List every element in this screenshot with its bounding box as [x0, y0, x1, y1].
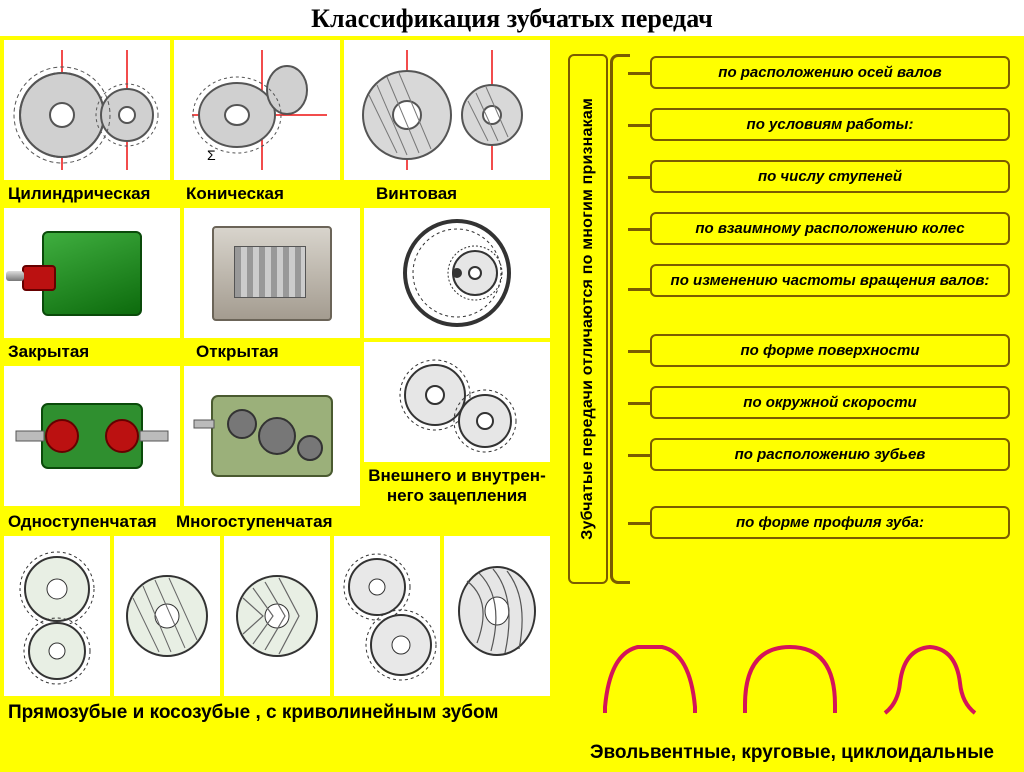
label-multi: Многоступенчатая: [176, 512, 333, 532]
cell-internal: [364, 208, 550, 338]
cat-speed-change: по изменению частоты вращения валов:: [650, 264, 1010, 297]
page-title: Классификация зубчатых передач: [0, 0, 1024, 36]
spur-gears-icon: [7, 541, 107, 691]
profiles-caption: Эвольвентные, круговые, циклоидальные: [560, 742, 1024, 764]
cat-conditions: по условиям работы:: [650, 108, 1010, 141]
cell-open: [184, 208, 360, 338]
label-open: Открытая: [196, 342, 279, 362]
profile-involute-icon: [590, 633, 710, 723]
gear-internal-icon: [387, 213, 527, 333]
gear-external-pair-icon: [387, 347, 527, 457]
connector-8: [628, 454, 650, 457]
right-panel: Зубчатые передачи отличаются по многим п…: [560, 36, 1024, 772]
cell-spur: [4, 536, 110, 696]
cat-profile: по форме профиля зуба:: [650, 506, 1010, 539]
cell-cylindrical: [4, 40, 170, 180]
cell-single-stage: [4, 366, 180, 506]
cell-helical: [344, 40, 550, 180]
gearbox-single-icon: [12, 376, 172, 496]
connector-3: [628, 176, 650, 179]
cell-multi-stage: [184, 366, 360, 506]
helical-gears-icon: [117, 541, 217, 691]
cat-circumferential: по окружной скорости: [650, 386, 1010, 419]
gear-bevel-icon: Σ: [177, 45, 337, 175]
gearbox-open-icon: [212, 226, 332, 321]
label-helical: Винтовая: [376, 184, 457, 204]
svg-text:Σ: Σ: [207, 147, 216, 163]
vertical-header-text: Зубчатые передачи отличаются по многим п…: [579, 98, 597, 540]
connector-4: [628, 228, 650, 231]
page-root: Классификация зубчатых передач: [0, 0, 1024, 768]
connector-9: [628, 522, 650, 525]
profile-circular-icon: [730, 633, 850, 723]
cell-mesh-pair: [364, 342, 550, 462]
gearbox-closed-icon: [42, 231, 142, 316]
cell-helical-pair: [114, 536, 220, 696]
profile-row: [580, 628, 1000, 728]
main-layout: Σ: [0, 36, 1024, 772]
label-closed: Закрытая: [8, 342, 89, 362]
profile-cycloidal-icon: [870, 633, 990, 723]
connector-2: [628, 124, 650, 127]
herringbone-gears-icon: [227, 541, 327, 691]
cat-surface: по форме поверхности: [650, 334, 1010, 367]
connector-1: [628, 72, 650, 75]
cell-spiral-bevel: [444, 536, 550, 696]
connector-7: [628, 402, 650, 405]
label-row4-caption: Прямозубые и косозубые , с криволинейным…: [8, 702, 548, 724]
cat-arrangement: по взаимному расположению колес: [650, 212, 1010, 245]
label-cylindrical: Цилиндрическая: [8, 184, 150, 204]
connector-6: [628, 350, 650, 353]
connector-5: [628, 288, 650, 291]
gear-helical-icon: [347, 45, 547, 175]
label-single: Одноступенчатая: [8, 512, 157, 532]
gear-cylindrical-icon: [7, 45, 167, 175]
cell-spur-pair: [334, 536, 440, 696]
cell-bevel: Σ: [174, 40, 340, 180]
spiral-bevel-icon: [447, 541, 547, 691]
bracket-icon: [610, 54, 630, 584]
gearbox-multi-icon: [192, 376, 352, 496]
cell-herringbone: [224, 536, 330, 696]
cell-closed: [4, 208, 180, 338]
cat-stages: по числу ступеней: [650, 160, 1010, 193]
vertical-header-box: Зубчатые передачи отличаются по многим п…: [568, 54, 608, 584]
label-mesh-caption: Внешнего и внутрен-него зацепления: [364, 466, 550, 505]
left-panel: Σ: [0, 36, 560, 772]
spur-pair-icon: [337, 541, 437, 691]
label-bevel: Коническая: [186, 184, 284, 204]
cat-axes: по расположению осей валов: [650, 56, 1010, 89]
cat-teeth-position: по расположению зубьев: [650, 438, 1010, 471]
